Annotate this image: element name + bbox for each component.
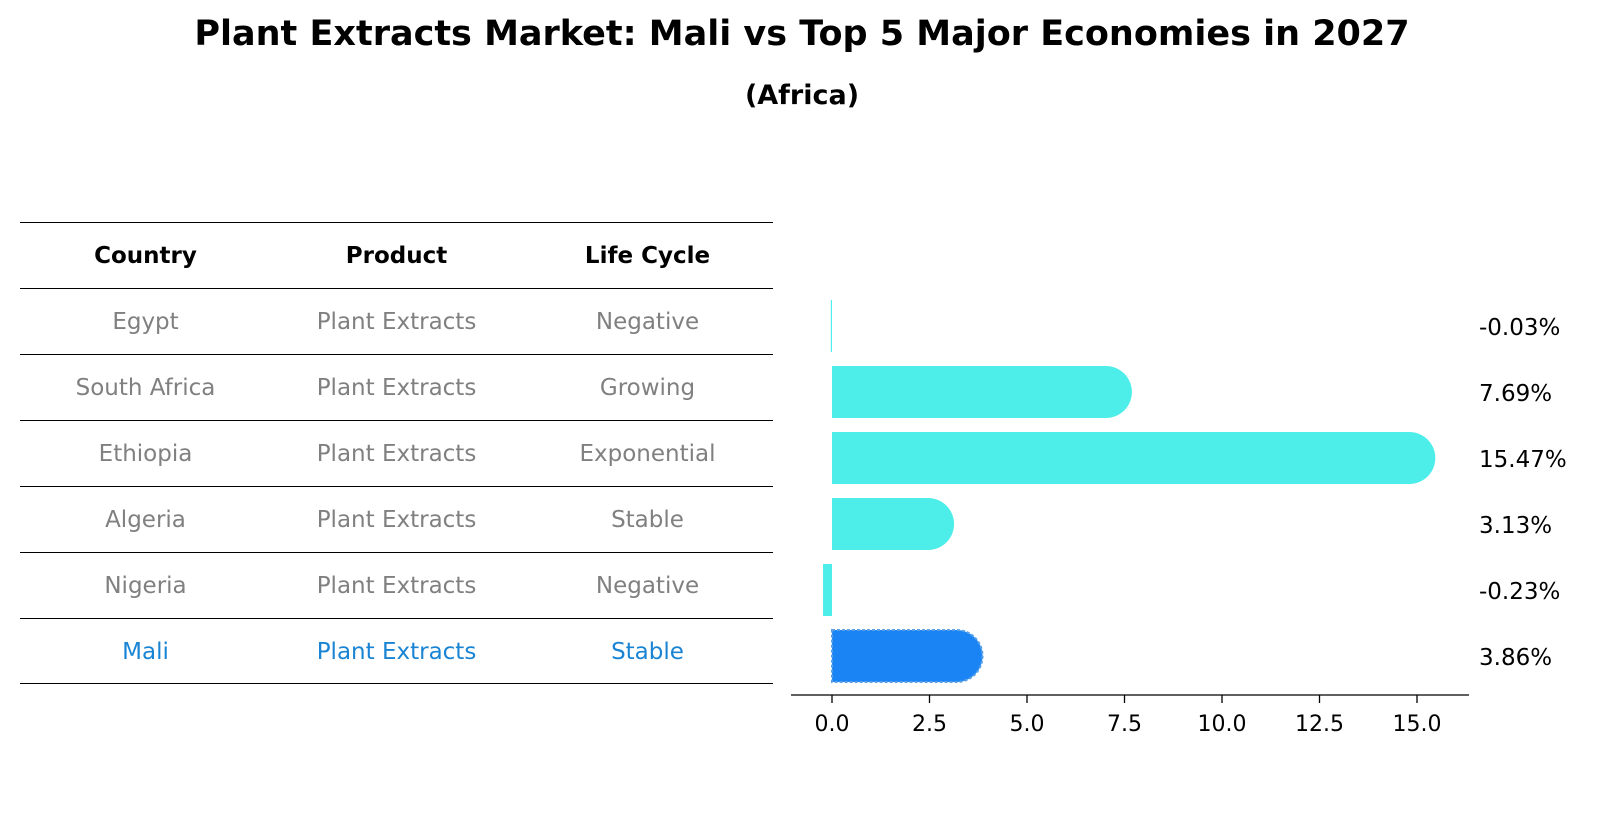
table-row: Egypt Plant Extracts Negative (20, 288, 773, 354)
chart-title: Plant Extracts Market: Mali vs Top 5 Maj… (194, 14, 1410, 54)
bar-algeria (832, 498, 955, 550)
value-label: -0.23% (1479, 579, 1560, 605)
value-label: 3.86% (1479, 645, 1552, 671)
country-cell: Mali (122, 639, 169, 665)
country-cell: Algeria (105, 507, 186, 533)
product-cell: Plant Extracts (316, 309, 477, 335)
product-cell: Plant Extracts (316, 441, 477, 467)
x-tick-label: 15.0 (1393, 712, 1442, 737)
table-row: South Africa Plant Extracts Growing (20, 354, 773, 420)
value-label: 15.47% (1479, 447, 1567, 473)
product-cell: Plant Extracts (316, 507, 477, 533)
product-cell: Plant Extracts (316, 375, 477, 401)
value-label: -0.03% (1479, 315, 1560, 341)
chart-subtitle: (Africa) (744, 80, 860, 111)
x-tick-label: 2.5 (912, 712, 947, 737)
table-row: Algeria Plant Extracts Stable (20, 486, 773, 552)
value-label: 3.13% (1479, 513, 1552, 539)
bar-mali (832, 630, 983, 682)
country-cell: South Africa (75, 375, 216, 401)
life-cycle-cell: Growing (599, 375, 696, 401)
x-tick-label: 12.5 (1295, 712, 1344, 737)
bar-ethiopia (832, 432, 1436, 484)
bar-egypt (830, 300, 832, 352)
header-country: Country (94, 243, 197, 269)
header-product: Product (345, 243, 448, 269)
country-table: Country Product Life Cycle Egypt Plant E… (20, 222, 773, 684)
product-cell: Plant Extracts (316, 573, 477, 599)
value-label: 7.69% (1479, 381, 1552, 407)
life-cycle-cell: Exponential (579, 441, 716, 467)
header-life-cycle: Life Cycle (584, 243, 711, 269)
x-tick-label: 10.0 (1198, 712, 1247, 737)
table-row-highlighted: Mali Plant Extracts Stable (20, 618, 773, 684)
life-cycle-cell: Negative (595, 309, 700, 335)
table-row: Ethiopia Plant Extracts Exponential (20, 420, 773, 486)
life-cycle-cell: Stable (611, 639, 684, 665)
table-header-row: Country Product Life Cycle (20, 222, 773, 288)
bar-south-africa (832, 366, 1132, 418)
x-tick-label: 0.0 (815, 712, 850, 737)
table-row: Nigeria Plant Extracts Negative (20, 552, 773, 618)
country-cell: Egypt (112, 309, 179, 335)
life-cycle-cell: Stable (611, 507, 684, 533)
product-cell: Plant Extracts (316, 639, 477, 665)
country-cell: Ethiopia (98, 441, 193, 467)
country-cell: Nigeria (104, 573, 187, 599)
bar-highlight-outline (831, 629, 984, 683)
x-tick-label: 5.0 (1010, 712, 1045, 737)
x-tick-label: 7.5 (1107, 712, 1142, 737)
bar-nigeria (823, 564, 832, 616)
life-cycle-cell: Negative (595, 573, 700, 599)
